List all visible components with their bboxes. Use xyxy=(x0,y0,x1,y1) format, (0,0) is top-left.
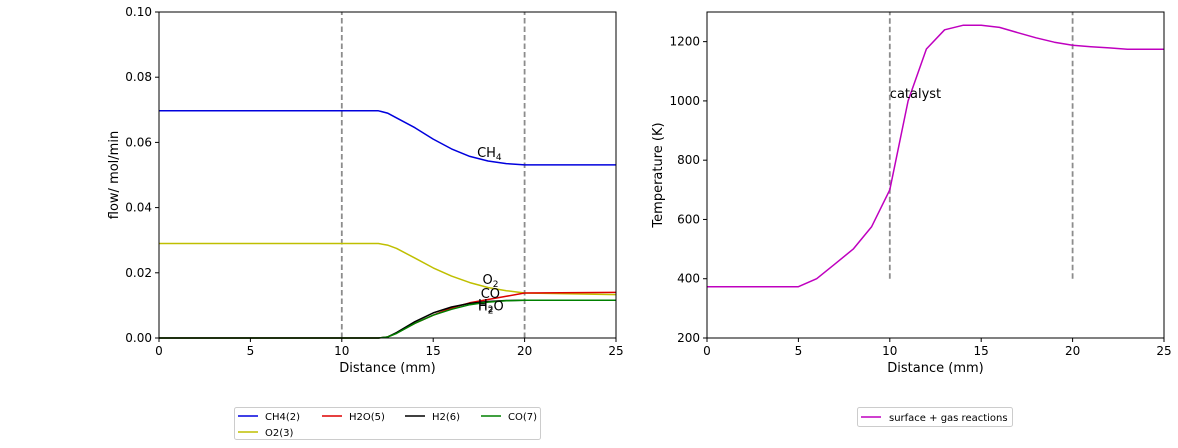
y-tick-label: 600 xyxy=(677,212,700,226)
y-tick-label: 200 xyxy=(677,331,700,345)
x-tick-label: 0 xyxy=(155,344,163,358)
annotation: CO xyxy=(481,287,500,302)
x-tick-label: 15 xyxy=(974,344,989,358)
x-tick-label: 10 xyxy=(334,344,349,358)
plot-frame xyxy=(158,11,617,339)
x-tick-label: 0 xyxy=(703,344,711,358)
x-axis-label: Distance (mm) xyxy=(887,361,983,376)
legend-label: H2O(5) xyxy=(349,412,385,423)
legend-label: CH4(2) xyxy=(265,412,300,423)
y-tick-label: 1200 xyxy=(669,35,700,49)
y-axis-label: flow/ mol/min xyxy=(107,131,122,219)
y-tick-label: 0.06 xyxy=(125,135,152,149)
y-tick-label: 1000 xyxy=(669,94,700,108)
annotation: catalyst xyxy=(890,87,941,102)
x-tick-label: 25 xyxy=(608,344,623,358)
y-tick-label: 0.10 xyxy=(125,5,152,19)
legend-left: CH4(2) H2O(5) H2(6) CO(7) O2(3) xyxy=(234,407,541,440)
annotation: CH4 xyxy=(477,146,502,163)
x-tick-label: 20 xyxy=(1065,344,1080,358)
legend-label: O2(3) xyxy=(265,428,293,439)
x-axis-label: Distance (mm) xyxy=(339,361,435,376)
x-tick-label: 15 xyxy=(426,344,441,358)
x-tick-label: 25 xyxy=(1156,344,1171,358)
series-line-h2o-5- xyxy=(159,291,617,339)
y-tick-label: 800 xyxy=(677,153,700,167)
annotation: H2 xyxy=(478,298,494,315)
legend-box xyxy=(234,407,541,440)
x-tick-label: 5 xyxy=(795,344,803,358)
y-tick-label: 0.00 xyxy=(125,331,152,345)
series-line-h2-6- xyxy=(159,299,616,339)
legend-label: surface + gas reactions xyxy=(889,413,1008,424)
legend-label: CO(7) xyxy=(508,412,537,423)
legend-box xyxy=(857,407,1013,427)
legend-right: surface + gas reactions xyxy=(857,407,1013,427)
x-tick-label: 20 xyxy=(517,344,532,358)
annotation: O2 xyxy=(483,273,499,290)
y-tick-label: 0.08 xyxy=(125,70,152,84)
plot-frame xyxy=(706,11,1165,339)
series-line-o2-3- xyxy=(159,242,617,296)
chart-2: 0 5 10 15 20 25 200 400 600 800 1000 1200 Distance (… xyxy=(651,11,1172,376)
x-tick-label: 5 xyxy=(247,344,255,358)
x-tick-label: 10 xyxy=(882,344,897,358)
series-line-co-7- xyxy=(159,299,616,339)
chart-1: 0 5 10 15 20 25 0.00 0.02 0.04 0.06 0.08 0.10 Distan… xyxy=(107,5,624,376)
y-tick-label: 400 xyxy=(677,272,700,286)
y-axis-label: Temperature (K) xyxy=(651,122,666,228)
series-line-surface-gas-reactions xyxy=(707,24,1164,288)
series-line-ch4-2- xyxy=(159,110,616,166)
legend-label: H2(6) xyxy=(432,412,460,423)
annotation: H2O xyxy=(478,299,504,316)
y-tick-label: 0.04 xyxy=(125,201,152,215)
y-tick-label: 0.02 xyxy=(125,266,152,280)
